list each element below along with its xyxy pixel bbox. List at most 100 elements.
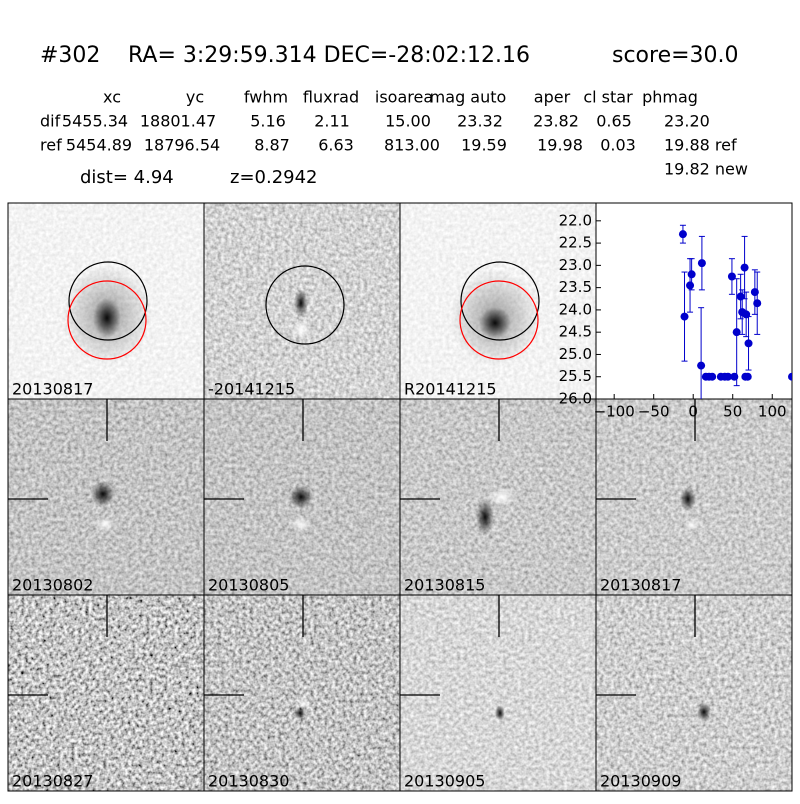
x-tick-label: −100 xyxy=(594,403,635,421)
column-header: yc xyxy=(186,88,204,107)
source xyxy=(479,307,511,339)
y-tick-label: 26.0 xyxy=(559,390,592,408)
stamp-label: 20130827 xyxy=(12,772,93,791)
stamp xyxy=(400,399,596,595)
cell: 23.20 xyxy=(664,112,710,131)
source xyxy=(95,516,115,532)
stamp-image xyxy=(400,595,596,791)
cell: 8.87 xyxy=(254,136,290,155)
data-point xyxy=(740,263,749,272)
data-point xyxy=(788,372,792,381)
source xyxy=(476,499,494,535)
cell: 5454.89 xyxy=(66,136,132,155)
data-point xyxy=(697,361,706,370)
y-tick-label: 23.5 xyxy=(559,278,592,296)
source xyxy=(697,702,711,722)
cell: 2.11 xyxy=(314,112,350,131)
data-point xyxy=(708,372,717,381)
y-tick-label: 24.0 xyxy=(559,300,592,318)
aperture xyxy=(460,261,540,341)
source xyxy=(294,707,306,719)
stamp xyxy=(8,595,204,791)
source xyxy=(488,487,516,507)
cell: 813.00 xyxy=(384,136,440,155)
source xyxy=(289,485,313,509)
stamp-label: -20141215 xyxy=(208,380,295,399)
stamp xyxy=(204,399,400,595)
phmag-new: 19.82 new xyxy=(664,160,748,179)
y-tick-label: 22.0 xyxy=(559,211,592,229)
y-tick-label: 24.5 xyxy=(559,323,592,341)
stamp xyxy=(596,595,792,791)
stamp-label: R20141215 xyxy=(404,380,497,399)
aperture xyxy=(459,280,539,360)
y-tick-label: 22.5 xyxy=(559,234,592,252)
redshift: z=0.2942 xyxy=(230,167,318,188)
column-header: isoarea xyxy=(375,88,433,107)
stamp-label: 20130817 xyxy=(12,380,93,399)
data-point xyxy=(723,372,732,381)
source xyxy=(91,481,115,507)
stamp xyxy=(8,203,204,399)
data-point xyxy=(697,259,706,268)
stamp-label: 20130802 xyxy=(12,576,93,595)
stamp xyxy=(204,595,400,791)
cell: 23.32 xyxy=(457,112,503,131)
distance: dist= 4.94 xyxy=(80,167,174,188)
data-point xyxy=(680,312,689,321)
cell: 19.88 ref xyxy=(664,136,737,155)
cell: 19.59 xyxy=(461,136,507,155)
source xyxy=(495,705,505,721)
stamp-label: 20130815 xyxy=(404,576,485,595)
y-tick-label: 25.5 xyxy=(559,367,592,385)
stamp xyxy=(596,399,792,595)
y-tick-label: 23.0 xyxy=(559,256,592,274)
data-point xyxy=(687,270,696,279)
cell: 6.63 xyxy=(318,136,354,155)
column-header: fwhm xyxy=(244,88,288,107)
data-point xyxy=(736,292,745,301)
source xyxy=(684,519,700,531)
column-header: xc xyxy=(103,88,121,107)
cell: 5455.34 xyxy=(62,112,128,131)
data-point xyxy=(727,272,736,281)
stamp-image xyxy=(8,595,204,791)
data-point xyxy=(686,281,695,290)
candidate-id: #302 xyxy=(40,43,100,68)
aperture xyxy=(265,265,345,345)
stamp xyxy=(400,203,596,399)
column-header: aper xyxy=(534,88,571,107)
coordinates: RA= 3:29:59.314 DEC=-28:02:12.16 xyxy=(128,43,530,68)
cell: 18796.54 xyxy=(144,136,220,155)
cell: 23.82 xyxy=(533,112,579,131)
data-point xyxy=(678,230,687,239)
x-tick-label: −50 xyxy=(638,403,670,421)
stamp-image xyxy=(204,595,400,791)
stamp-label: 20130805 xyxy=(208,576,289,595)
stamp xyxy=(8,399,204,595)
source xyxy=(291,516,311,532)
data-point xyxy=(743,372,752,381)
x-tick-label: 50 xyxy=(723,403,742,421)
source xyxy=(93,298,121,338)
stamp xyxy=(400,595,596,791)
stamp-label: 20130830 xyxy=(208,772,289,791)
column-header: cl star xyxy=(583,88,633,107)
light-curve xyxy=(678,224,792,399)
row-label: ref xyxy=(40,136,62,155)
stamp-label: 20130905 xyxy=(404,772,485,791)
plot-area xyxy=(595,202,793,400)
aperture xyxy=(67,280,147,360)
cell: 0.65 xyxy=(596,112,632,131)
source xyxy=(294,289,308,317)
x-tick-label: 0 xyxy=(688,403,698,421)
cell: 19.98 xyxy=(537,136,583,155)
column-header: mag auto xyxy=(430,88,507,107)
stamp-label: 20130909 xyxy=(600,772,681,791)
data-point xyxy=(732,328,741,337)
source xyxy=(680,487,696,511)
cell: 0.03 xyxy=(600,136,636,155)
score: score=30.0 xyxy=(612,43,739,68)
column-header: phmag xyxy=(642,88,698,107)
y-tick-label: 25.0 xyxy=(559,345,592,363)
